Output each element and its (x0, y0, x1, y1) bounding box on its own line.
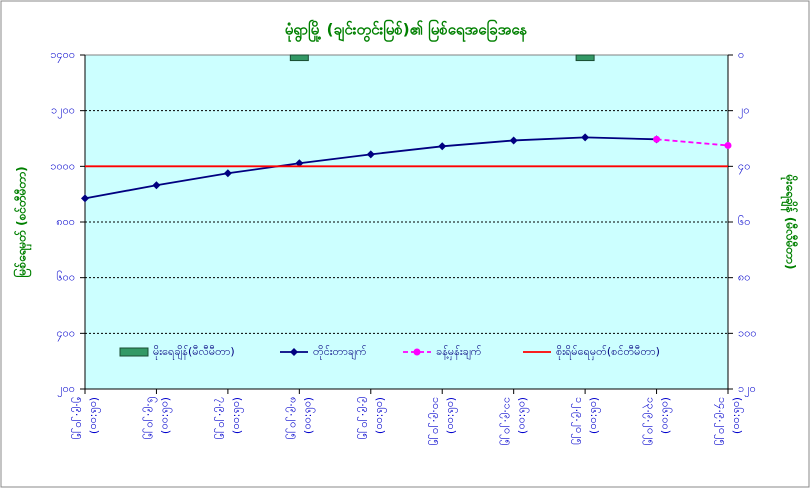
point (653, 135, 661, 143)
point (81, 194, 89, 203)
point (581, 133, 590, 142)
x-tick-label: ၁၃.၉.၂၀၂၅ (643, 397, 658, 446)
y2-tick-label: ၀ (738, 48, 744, 61)
point (509, 136, 518, 145)
x-tick-label: (၀၆:၀၀) (660, 397, 673, 434)
x-tick-label: (၀၆:၀၀) (302, 397, 315, 434)
point (223, 169, 232, 178)
point (724, 141, 732, 149)
y-tick-label: ၄၀၀ (56, 326, 75, 341)
x-tick-label: ၁၁.၉.၂၀၂၅ (500, 397, 515, 446)
y2-tick-label: ၁၂၀ (738, 382, 756, 397)
series-line (656, 138, 729, 147)
y2-tick-label: ၂၀ (738, 104, 750, 119)
x-tick-label: ၆.၉.၂၀၂၅ (142, 397, 157, 440)
x-tick-label: ၁၀.၉.၂၀၂၅ (428, 397, 443, 446)
y-tick-label: ၈၀၀ (56, 215, 75, 228)
legend-label: ခန့်မှန်းချက် (436, 345, 482, 360)
point (295, 159, 304, 168)
x-tick-label: (၀၆:၀၀) (231, 397, 244, 434)
x-tick-label: (၀၆:၀၀) (445, 397, 458, 434)
point (438, 142, 447, 151)
legend-swatch (119, 347, 149, 357)
x-tick-label: (၀၆:၀၀) (517, 397, 530, 434)
x-tick-label: (၀၆:၀၀) (159, 397, 172, 434)
rain-bar (575, 54, 595, 62)
x-tick-label: ၉.၉.၂၀၂၅ (357, 397, 372, 440)
rain-bar (289, 54, 309, 62)
y2-tick-label: ၆၀ (738, 215, 750, 228)
x-tick-label: ၇.၉.၂၀၂၅ (214, 397, 229, 440)
x-tick-label: (၀၆:၀၀) (374, 397, 387, 434)
y2-tick-label: ၁၀၀ (738, 326, 757, 339)
point (152, 181, 161, 190)
legend-label: မိုးရေချိန်(မီလီမီတာ) (153, 345, 235, 360)
x-tick-label: (၀၆:၀၀) (731, 397, 744, 434)
y-tick-label: ၆၀၀ (56, 271, 75, 284)
x-tick-label: ၁၄.၉.၂၀၂၅ (714, 397, 729, 446)
x-tick-label: ၁၂.၉.၂၀၂၅ (571, 397, 586, 445)
x-tick-label: (၀၆:၀၀) (88, 397, 101, 434)
legend-label: စိုးရိမ်ရေမှတ်(စင်တီမီတာ) (556, 345, 660, 360)
y-tick-label: ၁၄၀၀ (50, 48, 75, 63)
legend-label: တိုင်းတာချက် (313, 345, 367, 360)
legend-marker (290, 348, 298, 356)
x-tick-label: (၀၆:၀၀) (588, 397, 601, 434)
y-axis-title: မြစ်ရေမှတ် (စင်တီမီတာ) (12, 166, 33, 277)
legend-marker (413, 348, 421, 356)
y2-tick-label: ၈၀ (738, 271, 750, 284)
y2-axis-title: မိုးရေချိန် (မီလီမီတာ) (780, 174, 800, 270)
point (366, 150, 375, 159)
y-tick-label: ၂၀၀ (57, 382, 75, 397)
y-tick-label: ၁၂၀၀ (51, 104, 75, 119)
x-tick-label: ၅.၉.၂၀၂၅ (71, 397, 86, 440)
y2-tick-label: ၄၀ (738, 159, 750, 174)
y-tick-label: ၁၀၀၀ (50, 159, 75, 172)
x-tick-label: ၈.၉.၂၀၂၅ (285, 397, 300, 440)
